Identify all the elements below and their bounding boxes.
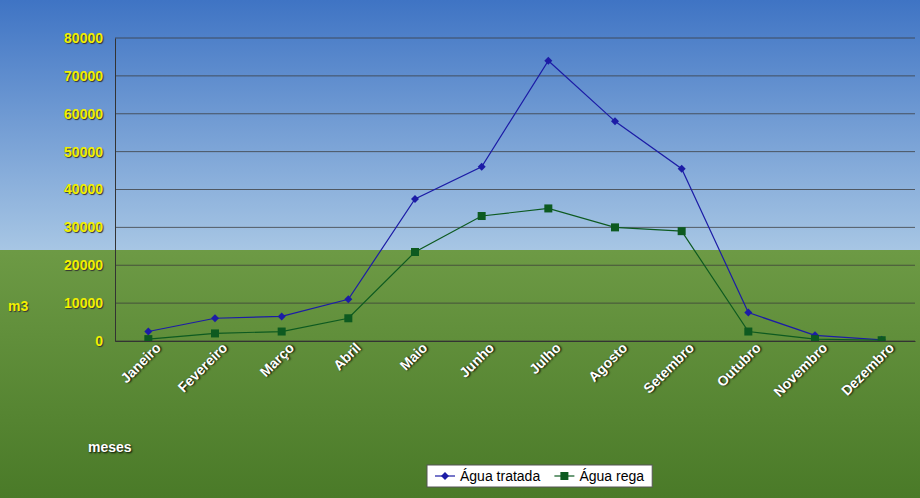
y-tick-label: 0 xyxy=(95,333,103,349)
y-tick-label: 80000 xyxy=(64,30,103,46)
y-tick-label: 60000 xyxy=(64,106,103,122)
y-tick: 60000 xyxy=(64,106,115,122)
y-tick-label: 30000 xyxy=(64,219,103,235)
series-marker xyxy=(144,328,152,336)
series-line xyxy=(148,61,881,340)
series-marker xyxy=(678,165,686,173)
series-marker xyxy=(678,227,686,235)
y-tick: 0 xyxy=(95,333,115,349)
legend-item: Água tratada xyxy=(435,468,540,484)
grid-line xyxy=(115,38,915,39)
grid-line xyxy=(115,303,915,304)
x-tick-label: Julho xyxy=(526,340,564,378)
x-tick: Maio xyxy=(397,340,431,374)
series-group xyxy=(144,57,885,341)
series-marker xyxy=(544,204,552,212)
plot-area: 0 10000 20000 30000 40000 50000 60000 70000 8000… xyxy=(64,30,915,400)
y-axis-title: m3 xyxy=(8,298,28,314)
x-tick: Janeiro xyxy=(117,340,164,387)
series-marker xyxy=(411,248,419,256)
y-tick: 70000 xyxy=(64,68,115,84)
x-tick-label: Maio xyxy=(397,340,431,374)
y-tick-label: 50000 xyxy=(64,144,103,160)
series-marker xyxy=(744,328,752,336)
x-axis-title: meses xyxy=(88,439,132,455)
y-tick: 50000 xyxy=(64,144,115,160)
x-tick: Agosto xyxy=(585,340,630,385)
x-tick-label: Junho xyxy=(456,340,497,381)
background-sky xyxy=(0,0,920,250)
x-tick: Março xyxy=(257,340,297,380)
series-marker xyxy=(611,117,619,125)
y-axis: 0 10000 20000 30000 40000 50000 60000 70000 8000… xyxy=(64,30,115,349)
x-tick: Outubro xyxy=(713,340,763,390)
series-marker xyxy=(211,314,219,322)
series-marker xyxy=(211,329,219,337)
series-marker xyxy=(278,328,286,336)
series-marker xyxy=(878,336,886,341)
y-tick: 30000 xyxy=(64,219,115,235)
x-tick-label: Outubro xyxy=(713,340,763,390)
y-tick-label: 10000 xyxy=(64,295,103,311)
grid-line xyxy=(115,75,915,76)
y-tick: 40000 xyxy=(64,181,115,197)
y-tick: 10000 xyxy=(64,295,115,311)
x-tick: Novembro xyxy=(770,340,830,400)
y-tick-label: 70000 xyxy=(64,68,103,84)
x-tick: Setembro xyxy=(640,340,697,397)
x-tick-label: Janeiro xyxy=(117,340,164,387)
y-tick: 80000 xyxy=(64,30,115,46)
series-marker xyxy=(478,212,486,220)
legend-label: Água rega xyxy=(579,468,644,484)
legend-item: Água rega xyxy=(554,468,644,484)
x-tick: Abril xyxy=(330,340,364,374)
x-tick: Dezembro xyxy=(838,340,897,399)
series-marker xyxy=(478,163,486,171)
series-marker xyxy=(878,336,886,341)
grid-line xyxy=(115,227,915,228)
x-tick-label: Setembro xyxy=(640,340,697,397)
x-tick-label: Novembro xyxy=(770,340,830,400)
y-tick-label: 20000 xyxy=(64,257,103,273)
grid-line xyxy=(115,189,915,190)
x-axis: JaneiroFevereiro Março Abril Maio Junho Julho… xyxy=(116,340,916,400)
series-marker xyxy=(611,223,619,231)
x-axis-line xyxy=(116,341,916,342)
x-tick-label: Abril xyxy=(330,340,364,374)
grid xyxy=(115,38,915,341)
background-grass xyxy=(0,250,920,498)
grid-line xyxy=(115,265,915,266)
grid-line xyxy=(115,151,915,152)
y-axis-line xyxy=(115,39,116,342)
chart-canvas: 0 10000 20000 30000 40000 50000 60000 70000 8000… xyxy=(0,0,920,498)
legend-marker xyxy=(560,472,568,480)
x-tick: Julho xyxy=(526,340,564,378)
series-marker xyxy=(544,57,552,65)
grid-line xyxy=(115,341,915,342)
legend-marker xyxy=(441,472,449,480)
legend-box xyxy=(427,465,652,487)
series-marker xyxy=(744,309,752,317)
x-tick-label: Março xyxy=(257,340,297,380)
series-marker xyxy=(811,335,819,341)
series-marker xyxy=(411,195,419,203)
series-line xyxy=(148,208,881,340)
y-tick-label: 40000 xyxy=(64,181,103,197)
x-tick: Fevereiro xyxy=(175,340,231,396)
x-tick-label: Dezembro xyxy=(838,340,897,399)
series-marker xyxy=(344,295,352,303)
series-marker xyxy=(278,312,286,320)
series-marker xyxy=(344,314,352,322)
x-tick-label: Fevereiro xyxy=(175,340,231,396)
x-tick: Junho xyxy=(456,340,497,381)
legend-label: Água tratada xyxy=(460,468,540,484)
series-marker xyxy=(144,335,152,341)
x-tick-label: Agosto xyxy=(585,340,630,385)
legend: Água tratada Água rega xyxy=(427,465,652,487)
y-tick: 20000 xyxy=(64,257,115,273)
